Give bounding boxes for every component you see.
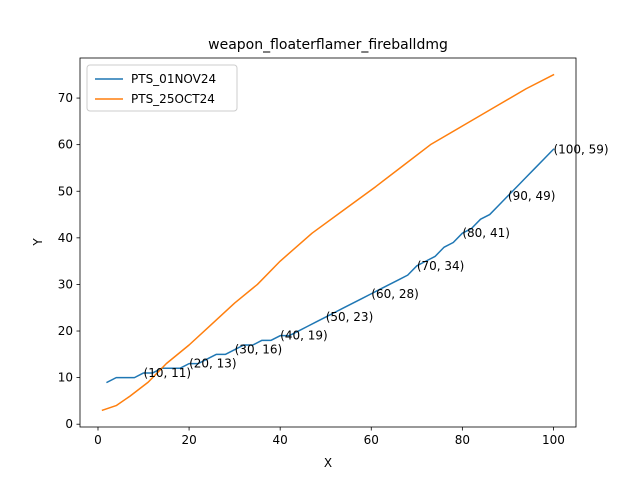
x-tick-label-1: 20 [181, 433, 196, 447]
data-label-4: (50, 23) [326, 310, 374, 324]
y-tick-label-3: 30 [58, 277, 73, 291]
plot-series [101, 73, 555, 412]
x-tick-label-3: 60 [364, 433, 379, 447]
x-tick-label-4: 80 [455, 433, 470, 447]
data-label-8: (90, 49) [508, 189, 556, 203]
series-line-1 [101, 73, 555, 412]
x-tick-label-0: 0 [94, 433, 102, 447]
x-tick-label-5: 100 [542, 433, 565, 447]
plot-frame [79, 57, 577, 428]
y-tick-label-5: 50 [58, 184, 73, 198]
data-label-7: (80, 41) [462, 226, 510, 240]
y-tick-label-7: 70 [58, 91, 73, 105]
x-tick-label-2: 40 [273, 433, 288, 447]
data-label-5: (60, 28) [371, 287, 419, 301]
y-tick-label-2: 20 [58, 324, 73, 338]
chart-title: weapon_floaterflamer_fireballdmg [208, 37, 448, 53]
data-label-2: (30, 16) [235, 343, 283, 357]
y-tick-label-0: 0 [65, 417, 73, 431]
data-label-0: (10, 11) [144, 366, 192, 380]
y-axis-ticks: 0 10 20 30 40 50 60 70 [58, 91, 80, 431]
data-label-3: (40, 19) [280, 329, 328, 343]
annotations: (10, 11)(20, 13)(30, 16)(40, 19) (50, 23)… [144, 142, 609, 380]
data-label-9: (100, 59) [553, 142, 608, 156]
y-tick-label-4: 40 [58, 231, 73, 245]
y-tick-label-6: 60 [58, 138, 73, 152]
x-axis-ticks: 0 20 40 60 80 100 [94, 427, 565, 447]
legend-label-0: PTS_01NOV24 [131, 72, 216, 86]
data-label-1: (20, 13) [189, 357, 237, 371]
legend-box [86, 64, 238, 112]
y-axis-label: Y [31, 238, 45, 247]
x-axis-label: X [324, 456, 332, 470]
series-line-0 [106, 148, 555, 384]
legend: PTS_01NOV24 PTS_25OCT24 [86, 64, 238, 112]
legend-label-1: PTS_25OCT24 [131, 92, 215, 106]
y-tick-label-1: 10 [58, 371, 73, 385]
data-label-6: (70, 34) [417, 259, 465, 273]
